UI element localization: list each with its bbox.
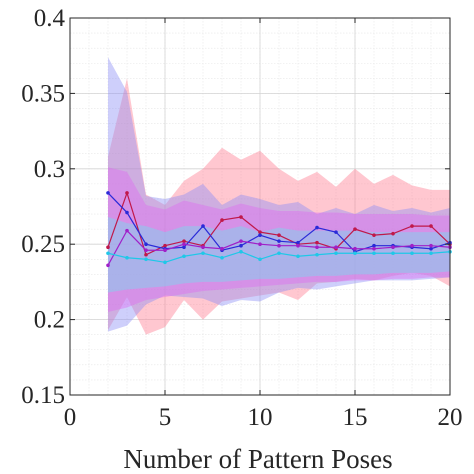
data-point [220,218,224,222]
x-tick-labels: 0 5 10 15 20 [64,404,463,431]
axes [69,17,451,396]
data-point [106,245,110,250]
data-point [296,240,300,245]
data-point [353,251,357,256]
data-point [125,191,129,195]
data-point [372,246,376,251]
x-tick-label: 5 [159,404,172,431]
data-point [144,242,148,246]
data-point [258,257,262,262]
data-point [410,243,414,248]
x-tick-label: 0 [64,404,77,431]
data-point [163,248,167,253]
data-point [182,242,186,246]
data-point [201,245,205,250]
data-point [201,251,205,256]
data-point [125,255,129,260]
data-point [315,240,319,245]
y-tick-label: 0.15 [21,382,65,409]
data-point [391,231,395,236]
data-point [372,243,376,248]
data-point [125,228,129,233]
data-point [372,233,376,237]
x-tick-label: 10 [248,404,273,431]
data-point [410,224,414,228]
data-point [106,251,110,256]
data-point [391,245,395,250]
data-point [144,257,148,262]
data-point [410,251,414,256]
x-tick-label: 15 [343,404,368,431]
data-point [201,224,205,228]
confidence-band-2 [108,57,450,332]
data-point [334,230,338,234]
series-markers [106,191,452,268]
data-point [277,251,281,256]
data-point [277,239,281,243]
data-point [334,251,338,256]
data-point [258,242,262,246]
data-point [182,245,186,250]
confidence-band-1 [108,78,450,335]
data-point [277,233,281,237]
data-point [220,255,224,260]
y-tick-label: 0.25 [21,231,65,258]
data-point [239,239,243,243]
data-point [277,243,281,248]
data-point [163,243,167,248]
data-point [315,245,319,250]
data-point [144,252,148,257]
y-tick-label: 0.35 [21,80,65,107]
data-point [258,230,262,234]
data-point [239,215,243,219]
data-point [429,246,433,251]
data-point [163,260,167,265]
data-point [239,249,243,254]
data-point [391,251,395,256]
y-tick-label: 0.4 [34,5,66,32]
data-point [429,243,433,248]
data-point [315,225,319,230]
data-point [239,243,243,248]
data-point [106,191,110,195]
data-point [429,251,433,256]
data-point [296,243,300,248]
data-point [315,252,319,257]
data-point [182,254,186,259]
data-point [353,227,357,231]
data-point [182,239,186,243]
y-tick-label: 0.2 [34,307,65,334]
data-point [334,245,338,250]
data-point [106,263,110,268]
data-point [220,246,224,251]
data-point [258,233,262,237]
data-point [125,210,129,215]
data-point [353,246,357,251]
data-point [296,254,300,259]
data-point [429,224,433,228]
data-point [372,251,376,256]
y-tick-labels: 0.15 0.2 0.25 0.3 0.35 0.4 [21,5,65,409]
data-point [144,248,148,253]
y-tick-label: 0.3 [34,156,65,183]
x-tick-label: 20 [438,404,463,431]
x-axis-label: Number of Pattern Poses [123,444,392,474]
